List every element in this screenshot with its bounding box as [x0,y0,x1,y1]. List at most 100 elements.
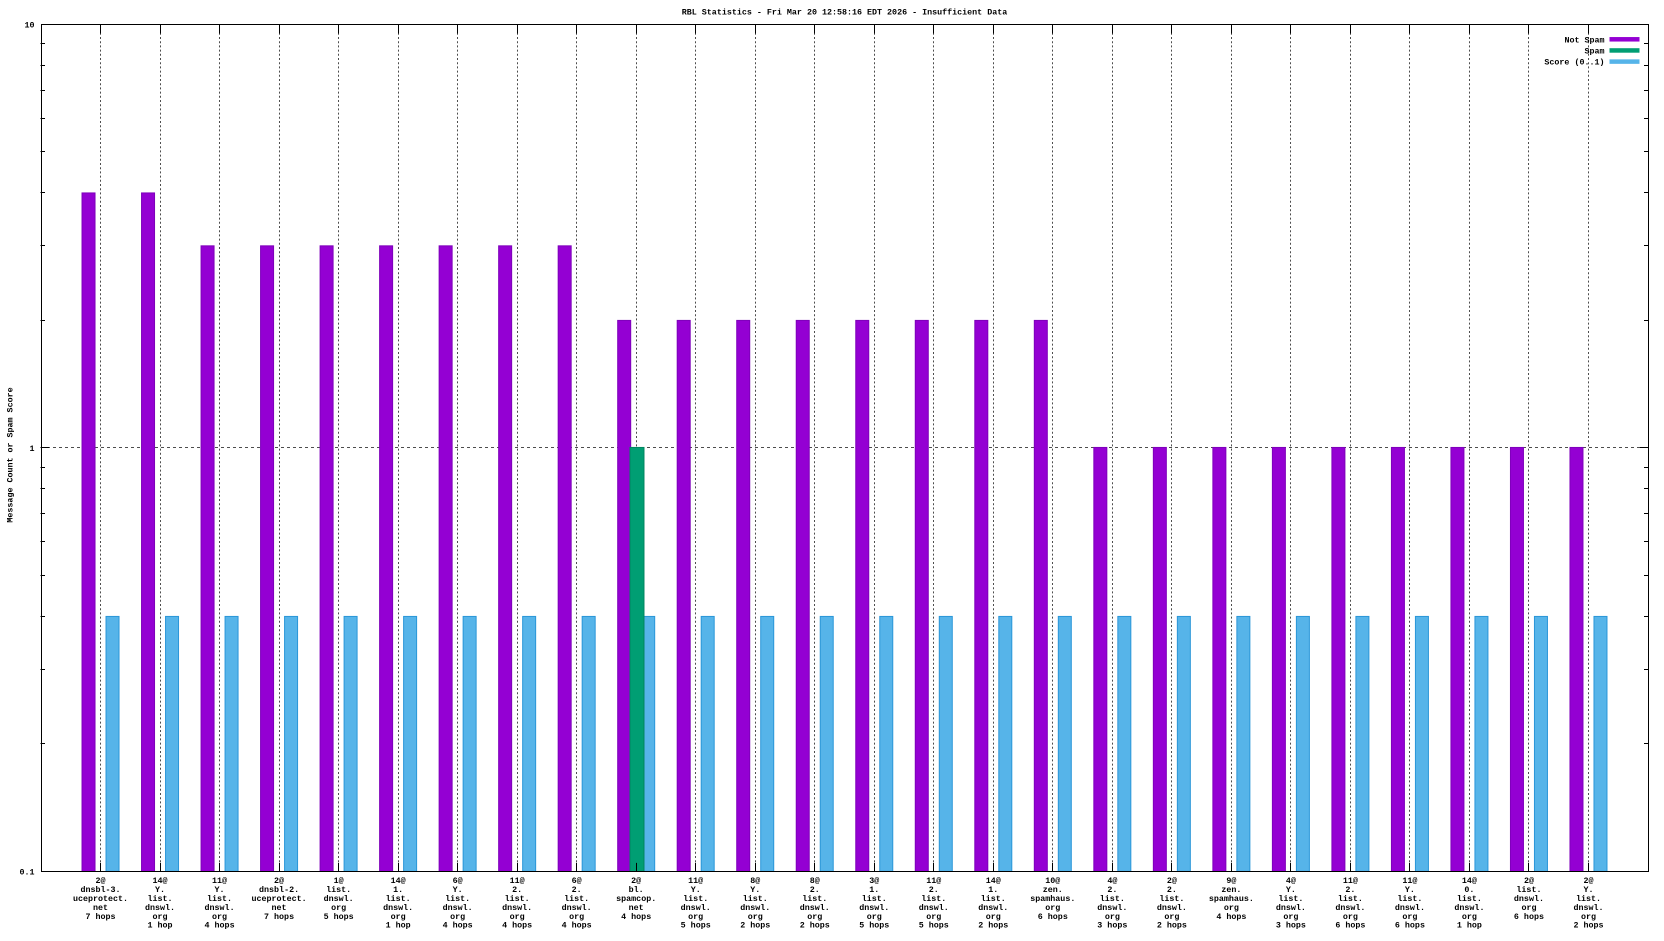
svg-text:1 hop: 1 hop [1457,921,1482,931]
svg-text:bl.: bl. [629,885,644,895]
svg-text:org: org [1462,912,1477,922]
svg-text:org: org [926,912,941,922]
svg-text:Y.: Y. [691,885,701,895]
svg-text:org: org [1343,912,1358,922]
svg-text:5 hops: 5 hops [859,921,889,931]
svg-text:0.: 0. [1464,885,1474,895]
svg-text:dnswl.: dnswl. [324,894,354,904]
svg-text:dnswl.: dnswl. [919,903,949,913]
svg-text:org: org [807,912,822,922]
svg-text:6@: 6@ [453,876,463,886]
svg-text:2.: 2. [1107,885,1117,895]
svg-text:org: org [748,912,763,922]
svg-text:2.: 2. [1167,885,1177,895]
svg-text:1: 1 [29,444,34,454]
svg-text:2 hops: 2 hops [978,921,1008,931]
svg-text:11@: 11@ [1343,876,1358,886]
svg-text:Spam: Spam [1584,46,1604,56]
svg-text:dnswl.: dnswl. [502,903,532,913]
svg-text:org: org [331,903,346,913]
svg-text:net: net [93,903,108,913]
svg-text:list.: list. [1516,885,1541,895]
svg-text:4 hops: 4 hops [562,921,592,931]
svg-text:14@: 14@ [391,876,406,886]
svg-text:org: org [212,912,227,922]
svg-text:2@: 2@ [96,876,106,886]
svg-text:2.: 2. [929,885,939,895]
svg-text:list.: list. [862,894,887,904]
svg-text:list.: list. [1397,894,1422,904]
svg-text:Score (0..1): Score (0..1) [1544,58,1604,68]
svg-text:list.: list. [207,894,232,904]
svg-text:dnswl.: dnswl. [1514,894,1544,904]
svg-text:org: org [986,912,1001,922]
svg-text:14@: 14@ [153,876,168,886]
svg-text:2@: 2@ [1583,876,1593,886]
svg-text:10: 10 [24,20,34,30]
svg-text:dnswl.: dnswl. [740,903,770,913]
svg-text:dnswl.: dnswl. [205,903,235,913]
svg-text:9@: 9@ [1226,876,1236,886]
svg-text:14@: 14@ [1462,876,1477,886]
svg-text:list.: list. [445,894,470,904]
svg-text:org: org [1521,903,1536,913]
svg-text:Y.: Y. [453,885,463,895]
svg-text:2@: 2@ [274,876,284,886]
svg-text:net: net [629,903,644,913]
svg-text:uceprotect.: uceprotect. [73,894,128,904]
svg-text:org: org [867,912,882,922]
svg-text:2.: 2. [1345,885,1355,895]
svg-text:4 hops: 4 hops [443,921,473,931]
svg-text:8@: 8@ [750,876,760,886]
svg-text:dnswl.: dnswl. [145,903,175,913]
svg-text:Not Spam: Not Spam [1564,35,1604,45]
svg-text:11@: 11@ [926,876,941,886]
svg-text:list.: list. [148,894,173,904]
svg-text:dnswl.: dnswl. [1573,903,1603,913]
svg-text:list.: list. [981,894,1006,904]
svg-text:dnswl.: dnswl. [1276,903,1306,913]
svg-text:dnswl.: dnswl. [681,903,711,913]
svg-text:11@: 11@ [688,876,703,886]
svg-text:2 hops: 2 hops [740,921,770,931]
svg-text:5 hops: 5 hops [681,921,711,931]
svg-text:Y.: Y. [1583,885,1593,895]
svg-text:list.: list. [743,894,768,904]
svg-text:11@: 11@ [1402,876,1417,886]
svg-text:uceprotect.: uceprotect. [252,894,307,904]
svg-text:2 hops: 2 hops [1573,921,1603,931]
svg-text:Y.: Y. [1286,885,1296,895]
svg-text:org: org [1283,912,1298,922]
svg-text:list.: list. [386,894,411,904]
svg-text:zen.: zen. [1043,885,1063,895]
svg-text:list.: list. [1338,894,1363,904]
svg-text:zen.: zen. [1221,885,1241,895]
svg-text:Message Count or Spam Score: Message Count or Spam Score [6,387,16,522]
svg-text:4@: 4@ [1286,876,1296,886]
svg-text:1.: 1. [393,885,403,895]
svg-text:org: org [391,912,406,922]
svg-text:spamhaus.: spamhaus. [1209,894,1254,904]
svg-text:dnswl.: dnswl. [1335,903,1365,913]
svg-text:dnswl.: dnswl. [562,903,592,913]
svg-text:2 hops: 2 hops [800,921,830,931]
svg-text:list.: list. [1278,894,1303,904]
svg-text:14@: 14@ [986,876,1001,886]
svg-text:list.: list. [1159,894,1184,904]
svg-text:8@: 8@ [810,876,820,886]
svg-text:1@: 1@ [334,876,344,886]
svg-text:6 hops: 6 hops [1038,912,1068,922]
svg-text:org: org [688,912,703,922]
svg-text:1.: 1. [869,885,879,895]
svg-text:dnswl.: dnswl. [800,903,830,913]
svg-text:11@: 11@ [510,876,525,886]
svg-text:list.: list. [326,885,351,895]
svg-text:dnswl.: dnswl. [1097,903,1127,913]
svg-text:dnswl.: dnswl. [1395,903,1425,913]
svg-text:list.: list. [802,894,827,904]
svg-text:list.: list. [1100,894,1125,904]
svg-text:spamcop.: spamcop. [616,894,656,904]
svg-text:list.: list. [505,894,530,904]
svg-text:2@: 2@ [1524,876,1534,886]
svg-text:1 hop: 1 hop [386,921,411,931]
